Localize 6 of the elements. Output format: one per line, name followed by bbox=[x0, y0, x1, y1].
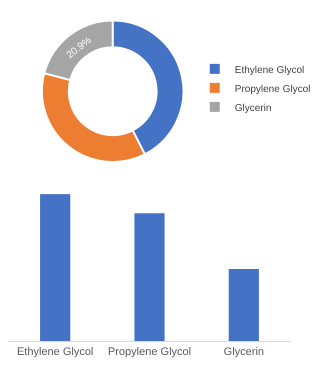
x-tick-label: Propylene Glycol bbox=[108, 346, 192, 358]
legend-label: Ethylene Glycol bbox=[234, 64, 304, 76]
legend-label: Glycerin bbox=[234, 102, 272, 114]
x-tick-label: Glycerin bbox=[224, 346, 264, 358]
x-tick-label: Ethylene Glycol bbox=[16, 346, 94, 358]
legend-label: Propylene Glycol bbox=[234, 84, 310, 95]
